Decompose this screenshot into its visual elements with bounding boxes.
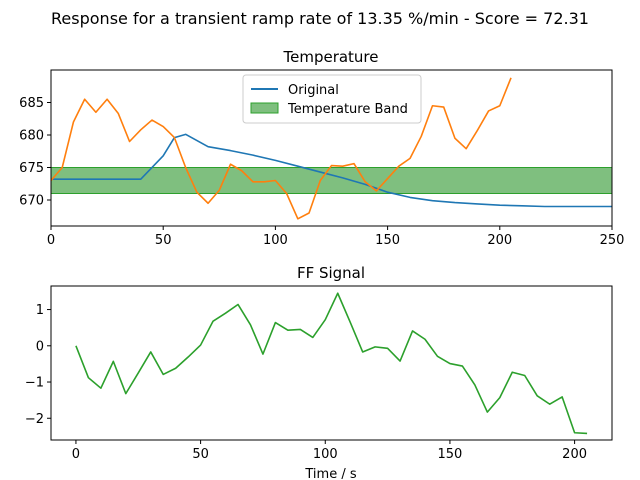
temperature-axes-frame [50, 69, 613, 227]
temperature-xtick-label: 100 [263, 233, 288, 248]
temperature-series-line-0 [51, 133, 612, 208]
figure-suptitle: Response for a transient ramp rate of 13… [51, 9, 589, 28]
legend-swatch-band [250, 102, 279, 114]
ff-signal-xtick-label: 0 [72, 447, 80, 462]
temperature-xtick-label: 150 [375, 233, 400, 248]
ff-signal-xtick-label: 200 [562, 447, 587, 462]
ff-signal-ytick-label: −1 [25, 376, 44, 391]
ff-signal-ytick-label: −2 [25, 412, 44, 427]
temperature-xtick-label: 200 [487, 233, 512, 248]
ff-signal-title: FF Signal [297, 264, 365, 282]
legend-label-band: Temperature Band [287, 102, 408, 117]
ff-signal-axes-frame [50, 285, 613, 441]
temperature-xtick-label: 0 [47, 233, 55, 248]
temperature-title: Temperature [282, 48, 378, 66]
ff-signal-ticks: 0 50 100 150 200 −2 −1 0 1 [25, 303, 587, 462]
ff-signal-xtick-label: 50 [192, 447, 209, 462]
temperature-axes: Temperature 0 50 100 150 200 250670675680685 … [19, 48, 624, 248]
temperature-xtick-label: 250 [600, 233, 625, 248]
temperature-lines-layer [50, 77, 612, 220]
temperature-xtick-label: 50 [155, 233, 172, 248]
ff-signal-ytick-label: 1 [36, 303, 44, 318]
temperature-ytick-label: 680 [19, 129, 44, 144]
ff-signal-series-line-0 [75, 292, 588, 435]
temperature-ytick-label: 670 [19, 194, 44, 209]
temperature-ticks: 0 50 100 150 200 250 670 675 680 685 [19, 96, 624, 248]
legend-frame [242, 74, 422, 124]
temperature-band [50, 167, 613, 194]
temperature-band-layer [50, 167, 613, 194]
temperature-ytick-label: 675 [19, 161, 44, 176]
ff-signal-xlabel: Time / s [304, 467, 356, 480]
ff-signal-ytick-label: 0 [36, 339, 44, 354]
ff-signal-xtick-label: 100 [313, 447, 338, 462]
temperature-ytick-label: 685 [19, 96, 44, 111]
ff-signal-axes: FF Signal 0 50 100 150 200 −2 −1 0 1 Time / s [25, 264, 613, 480]
ff-signal-xtick-label: 150 [438, 447, 463, 462]
legend-label-original: Original [288, 83, 339, 98]
ff-signal-lines-layer [75, 292, 588, 435]
temperature-legend: Original Temperature Band [242, 74, 422, 124]
temperature-series-line-1 [50, 77, 512, 220]
